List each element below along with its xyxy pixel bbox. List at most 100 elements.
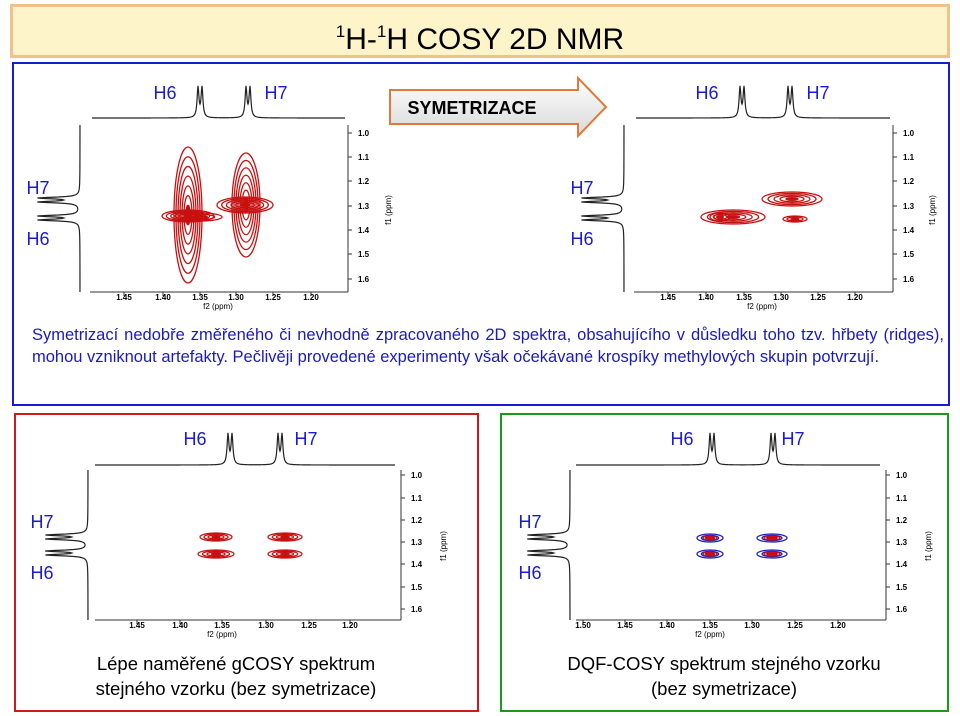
contour bbox=[199, 532, 233, 542]
contour bbox=[241, 189, 251, 221]
contour bbox=[275, 551, 295, 557]
contour bbox=[761, 550, 783, 558]
f1-tick-label: 1.5 bbox=[358, 250, 370, 259]
f2-label: f2 (ppm) bbox=[203, 302, 233, 311]
projection-trace bbox=[95, 432, 395, 466]
peak-label: H6 bbox=[30, 563, 53, 583]
peak-label: H7 bbox=[26, 178, 49, 198]
f1-tick-label: 1.2 bbox=[358, 177, 370, 186]
peak-label: H7 bbox=[570, 178, 593, 198]
f1-tick-label: 1.1 bbox=[903, 153, 915, 162]
contour bbox=[235, 167, 257, 243]
contour bbox=[700, 534, 720, 542]
contour bbox=[782, 215, 808, 223]
contour bbox=[709, 212, 731, 222]
caption-line: stejného vzorku (bez symetrizace) bbox=[95, 678, 377, 699]
f1-tick-label: 1.5 bbox=[896, 583, 908, 592]
f2-tick-label: 1.40 bbox=[155, 293, 171, 302]
f2-label: f2 (ppm) bbox=[747, 302, 777, 311]
f2-tick-label: 1.30 bbox=[258, 621, 274, 630]
contour bbox=[210, 552, 222, 556]
f1-tick-label: 1.0 bbox=[896, 471, 908, 480]
contour bbox=[206, 551, 226, 557]
contour bbox=[706, 210, 760, 224]
peak-label: H6 bbox=[26, 229, 49, 249]
f2-tick-label: 1.30 bbox=[228, 293, 244, 302]
caption: Lépe naměřené gCOSY spektrum stejného vzo… bbox=[16, 651, 456, 701]
contour bbox=[716, 215, 724, 219]
contour bbox=[700, 550, 720, 558]
f1-tick-label: 1.3 bbox=[896, 538, 908, 547]
f2-tick-label: 1.35 bbox=[192, 293, 208, 302]
contour bbox=[785, 196, 799, 202]
peak-label: H6 bbox=[518, 563, 541, 583]
peak-label: H6 bbox=[570, 229, 593, 249]
contour bbox=[761, 534, 783, 542]
arrow bbox=[389, 75, 608, 139]
f2-tick-label: 1.45 bbox=[116, 293, 132, 302]
contour bbox=[243, 196, 249, 214]
contour bbox=[696, 549, 724, 559]
dqf-cosy-panel bbox=[500, 413, 949, 712]
contour bbox=[267, 549, 303, 559]
title-box: 1H-1H COSY 2D NMR bbox=[10, 4, 950, 58]
caption-line: Lépe naměřené gCOSY spektrum bbox=[96, 653, 376, 674]
f1-tick-label: 1.5 bbox=[411, 583, 423, 592]
symmetrization-panel bbox=[12, 62, 950, 406]
contour bbox=[192, 215, 208, 219]
contour bbox=[761, 191, 823, 207]
contour bbox=[779, 195, 805, 203]
peak-label: H7 bbox=[264, 83, 287, 103]
f1-tick-label: 1.1 bbox=[358, 153, 370, 162]
f1-tick-label: 1.6 bbox=[896, 605, 908, 614]
f1-tick-label: 1.4 bbox=[903, 226, 915, 235]
projection-trace bbox=[527, 469, 571, 621]
contour bbox=[203, 533, 229, 541]
f2-tick-label: 1.30 bbox=[744, 621, 760, 630]
f1-label: f1 (ppm) bbox=[384, 195, 393, 225]
contour bbox=[239, 182, 253, 228]
peak-label: H7 bbox=[30, 512, 53, 532]
f2-tick-label: 1.35 bbox=[736, 293, 752, 302]
f2-tick-label: 1.30 bbox=[773, 293, 789, 302]
contour bbox=[702, 551, 718, 557]
peak-label: H6 bbox=[183, 429, 206, 449]
contour bbox=[201, 550, 231, 558]
projection-trace bbox=[45, 469, 89, 621]
arrow-label: SYMETRIZACE bbox=[407, 98, 536, 118]
contour bbox=[725, 214, 741, 220]
peak-label: H7 bbox=[518, 512, 541, 532]
f1-tick-label: 1.3 bbox=[411, 538, 423, 547]
contour bbox=[756, 549, 788, 559]
caption: DQF-COSY spektrum stejného vzorku (bez sy… bbox=[504, 651, 944, 701]
peak-label: H6 bbox=[670, 429, 693, 449]
title-sup: 1 bbox=[335, 22, 346, 41]
contour bbox=[271, 533, 299, 541]
f2-tick-label: 1.20 bbox=[303, 293, 319, 302]
caption-line: (bez symetrizace) bbox=[651, 678, 797, 699]
f1-tick-label: 1.6 bbox=[903, 275, 915, 284]
title-text: H- bbox=[345, 23, 377, 56]
peak-label: H7 bbox=[781, 429, 804, 449]
f1-tick-label: 1.2 bbox=[896, 516, 908, 525]
projection-trace bbox=[92, 85, 345, 119]
contour bbox=[767, 536, 777, 540]
contour bbox=[767, 192, 817, 206]
f2-tick-label: 1.20 bbox=[830, 621, 846, 630]
contour bbox=[763, 551, 781, 557]
peak-label: H6 bbox=[695, 83, 718, 103]
f2-tick-label: 1.25 bbox=[787, 621, 803, 630]
f1-tick-label: 1.4 bbox=[896, 560, 908, 569]
projection-trace bbox=[576, 432, 880, 466]
f2-tick-label: 1.45 bbox=[660, 293, 676, 302]
f2-tick-label: 1.40 bbox=[659, 621, 675, 630]
contour bbox=[233, 159, 259, 251]
f1-tick-label: 1.2 bbox=[903, 177, 915, 186]
peak-label: H6 bbox=[153, 83, 176, 103]
f1-tick-label: 1.3 bbox=[358, 202, 370, 211]
f2-tick-label: 1.35 bbox=[702, 621, 718, 630]
projection-trace bbox=[636, 85, 890, 119]
f1-tick-label: 1.0 bbox=[903, 129, 915, 138]
contour bbox=[267, 532, 303, 542]
